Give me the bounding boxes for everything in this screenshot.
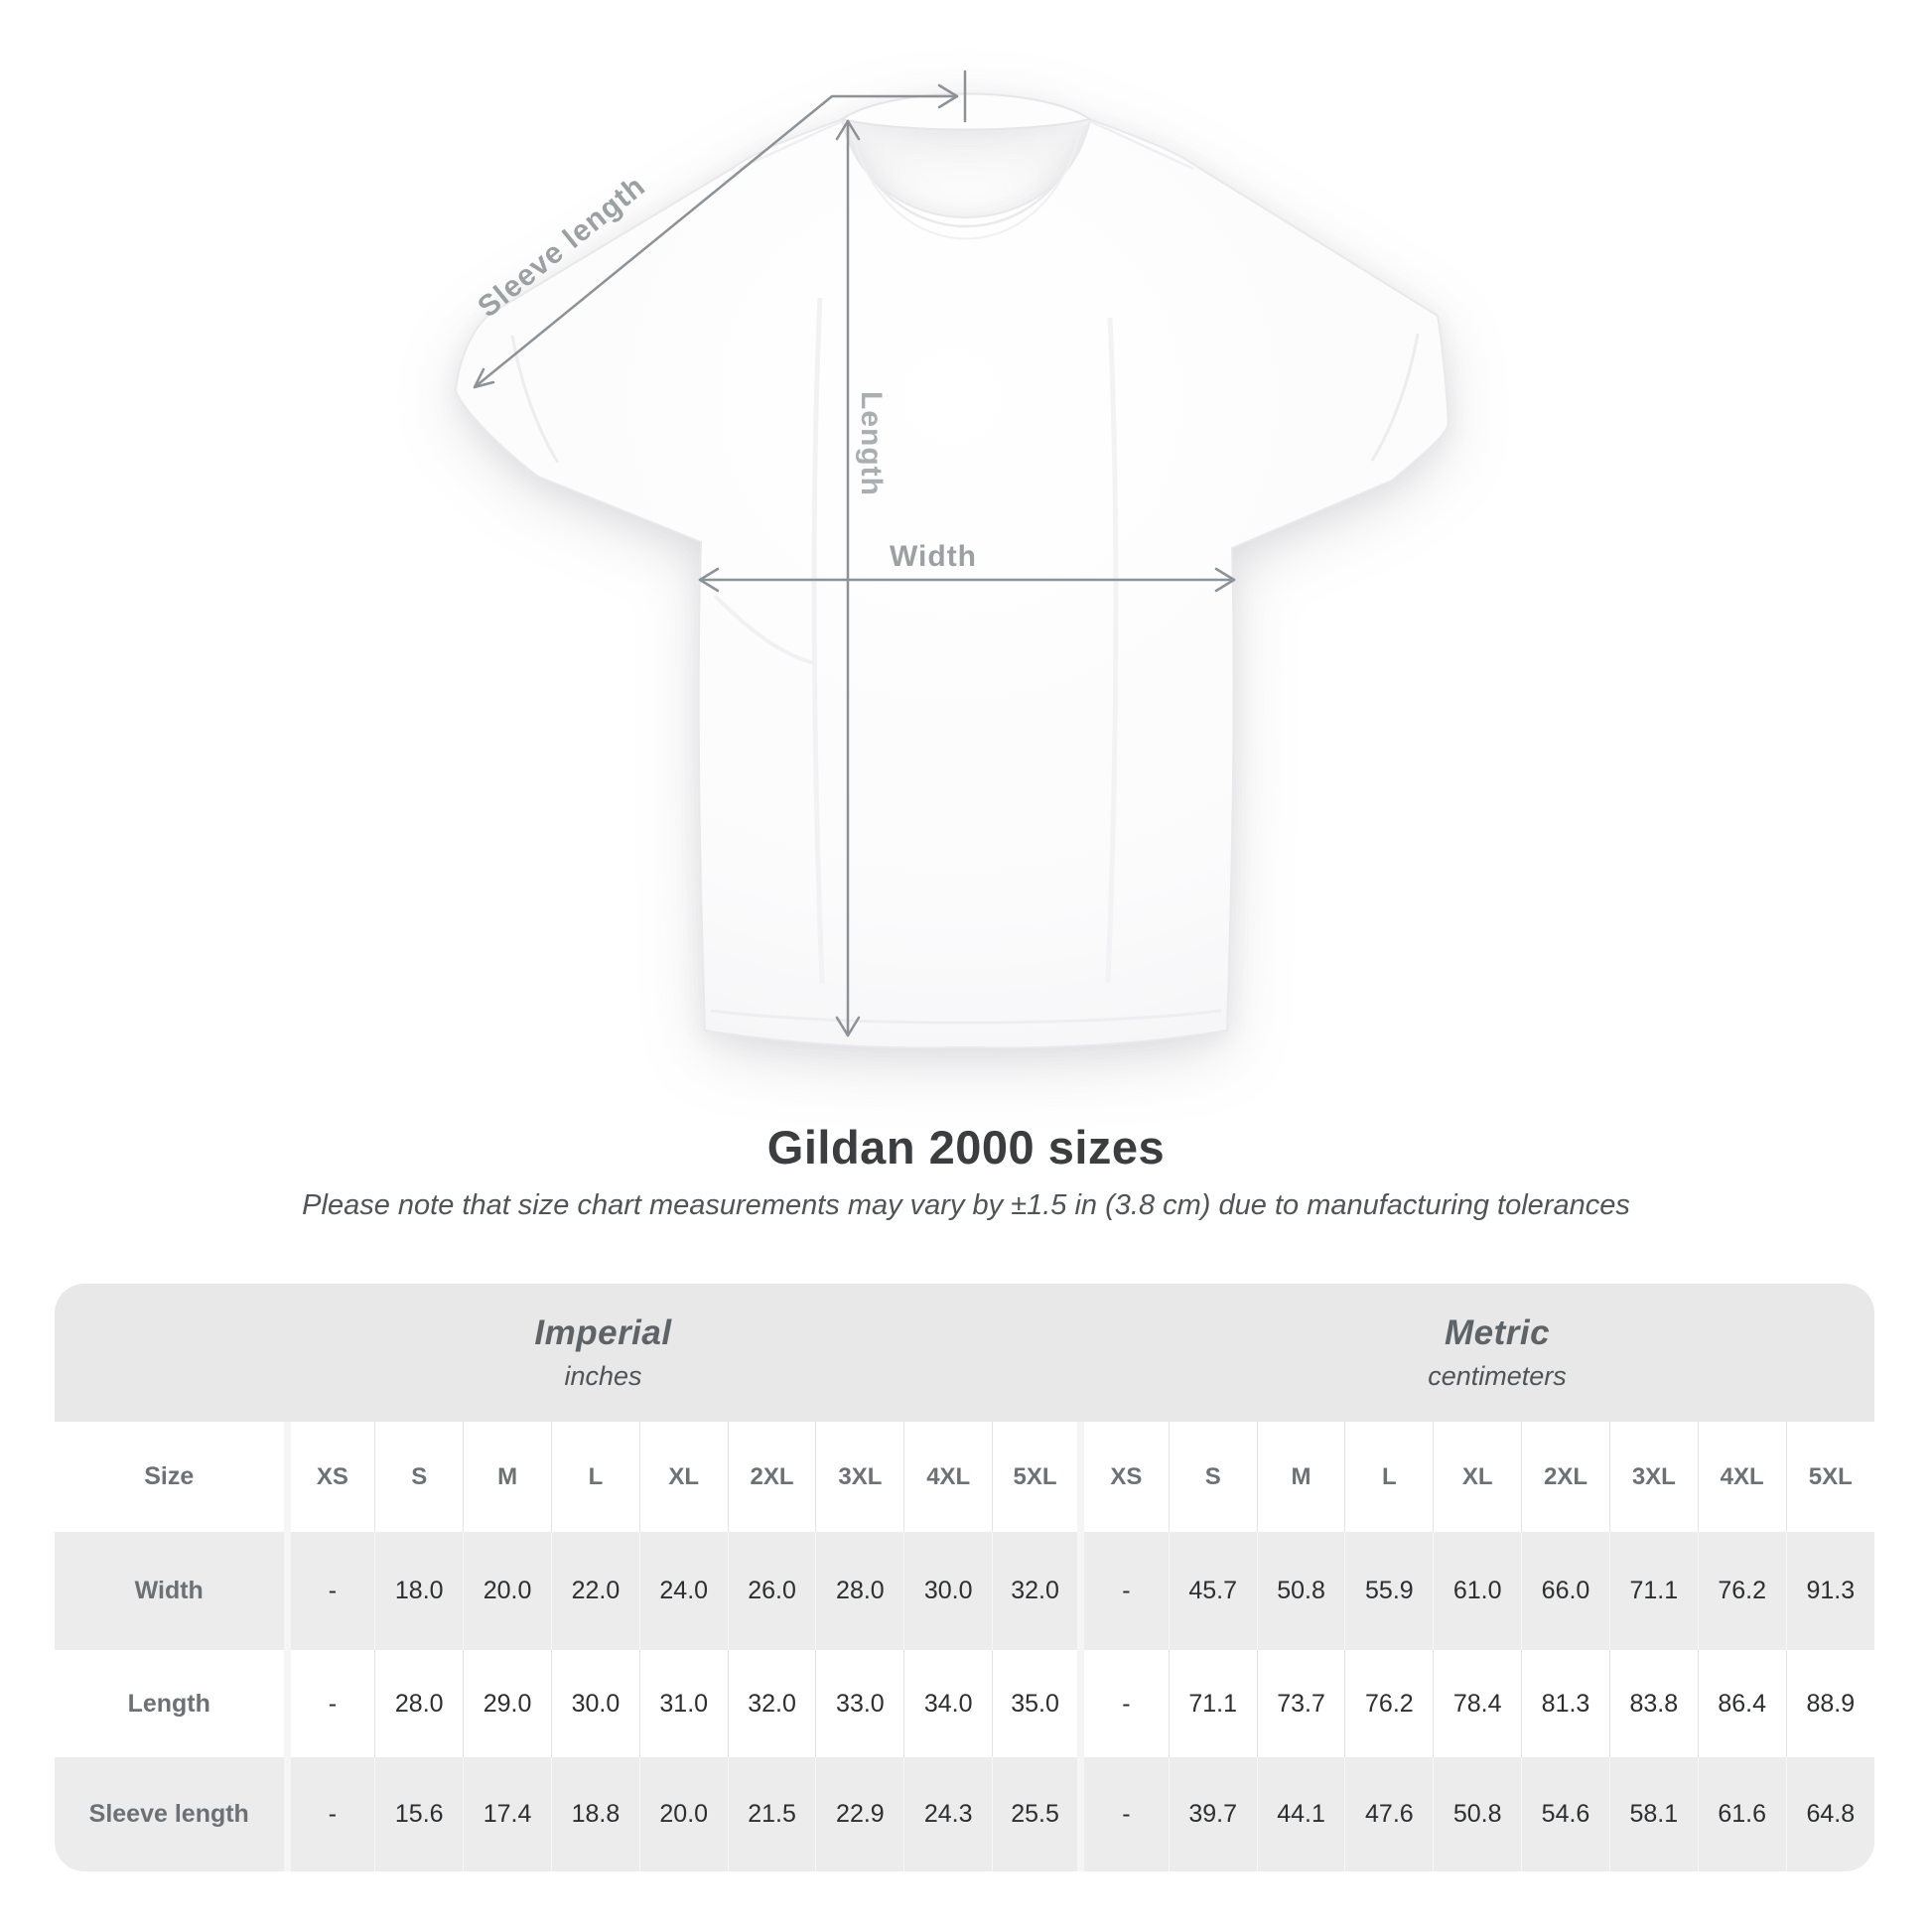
value-cell: 34.0 xyxy=(903,1650,993,1757)
value-cell: 15.6 xyxy=(374,1757,464,1871)
value-cell: 54.6 xyxy=(1521,1757,1610,1871)
value-cell: 18.0 xyxy=(374,1532,464,1650)
value-cell: 26.0 xyxy=(727,1532,816,1650)
value-cell: 50.8 xyxy=(1433,1757,1522,1871)
value-cell: 44.1 xyxy=(1256,1757,1345,1871)
size-header-imperial: 2XL xyxy=(727,1422,816,1532)
size-header-metric: 4XL xyxy=(1697,1422,1787,1532)
value-cell: 35.0 xyxy=(992,1650,1081,1757)
value-cell: 29.0 xyxy=(463,1650,552,1757)
value-cell: 18.8 xyxy=(550,1757,640,1871)
size-header-metric: 3XL xyxy=(1608,1422,1699,1532)
value-cell: 61.6 xyxy=(1697,1757,1787,1871)
row-label: Width xyxy=(134,1577,204,1604)
value-cell: 33.0 xyxy=(815,1650,904,1757)
imperial-label: Imperial xyxy=(534,1313,672,1352)
value-cell: 24.3 xyxy=(903,1757,993,1871)
value-cell: 64.8 xyxy=(1785,1757,1874,1871)
unit-header-band: Imperial inches Metric centimeters xyxy=(55,1284,1874,1422)
value-cell: 61.0 xyxy=(1433,1532,1522,1650)
size-header-imperial: 4XL xyxy=(903,1422,993,1532)
size-header-imperial: XS xyxy=(283,1422,375,1532)
value-cell: 21.5 xyxy=(727,1757,816,1871)
value-cell: 76.2 xyxy=(1344,1650,1434,1757)
imperial-header: Imperial inches xyxy=(55,1284,1080,1422)
value-cell: 24.0 xyxy=(638,1532,729,1650)
size-header-imperial: 5XL xyxy=(992,1422,1081,1532)
value-cell: 31.0 xyxy=(638,1650,729,1757)
size-header-metric: L xyxy=(1344,1422,1434,1532)
table-row-length: Length -28.0 29.0 30.0 31.0 32.0 33.0 34.0 35.0-… xyxy=(55,1650,1874,1757)
value-cell: - xyxy=(283,1650,375,1757)
value-cell: 22.9 xyxy=(815,1757,904,1871)
size-header-row: Size XS S M L XL 2XL 3XL 4XL 5XL XS S M L XL 2XL 3XL 4XL… xyxy=(55,1422,1874,1532)
size-header-imperial: XL xyxy=(638,1422,729,1532)
size-header-imperial: 3XL xyxy=(815,1422,904,1532)
size-table: Size XS S M L XL 2XL 3XL 4XL 5XL XS S M L XL 2XL 3XL 4XL… xyxy=(55,1422,1874,1871)
size-header-imperial: M xyxy=(463,1422,552,1532)
value-cell: - xyxy=(283,1532,375,1650)
value-cell: 71.1 xyxy=(1168,1650,1258,1757)
tshirt-diagram: Sleeve length Length Width xyxy=(454,69,1450,1049)
value-cell: 86.4 xyxy=(1697,1650,1787,1757)
table-row-width: Width -18.0 20.0 22.0 24.0 26.0 28.0 30.0 32.0-4… xyxy=(55,1532,1874,1650)
metric-sublabel: centimeters xyxy=(1428,1361,1567,1391)
size-header-metric: 5XL xyxy=(1785,1422,1874,1532)
size-table-card: Imperial inches Metric centimeters Size … xyxy=(55,1284,1874,1871)
row-label: Length xyxy=(127,1689,210,1718)
size-header-imperial: S xyxy=(374,1422,464,1532)
value-cell: 76.2 xyxy=(1697,1532,1787,1650)
value-cell: 20.0 xyxy=(463,1532,552,1650)
value-cell: 32.0 xyxy=(727,1650,816,1757)
page-subtitle: Please note that size chart measurements… xyxy=(302,1189,1630,1221)
value-cell: 28.0 xyxy=(374,1650,464,1757)
value-cell: 30.0 xyxy=(903,1532,993,1650)
value-cell: 91.3 xyxy=(1785,1532,1874,1650)
metric-label: Metric xyxy=(1444,1313,1551,1352)
value-cell: 47.6 xyxy=(1344,1757,1434,1871)
value-cell: 73.7 xyxy=(1256,1650,1345,1757)
length-dimension: Length xyxy=(835,119,888,1037)
value-cell: 81.3 xyxy=(1521,1650,1610,1757)
value-cell: 58.1 xyxy=(1608,1757,1699,1871)
size-column-header: Size xyxy=(144,1462,195,1490)
value-cell: 22.0 xyxy=(550,1532,640,1650)
width-label: Width xyxy=(890,540,977,573)
value-cell: 30.0 xyxy=(550,1650,640,1757)
value-cell: - xyxy=(1076,1757,1170,1871)
value-cell: 39.7 xyxy=(1168,1757,1258,1871)
size-header-metric: XL xyxy=(1433,1422,1522,1532)
value-cell: 66.0 xyxy=(1521,1532,1610,1650)
value-cell: - xyxy=(283,1757,375,1871)
value-cell: - xyxy=(1076,1532,1170,1650)
length-label: Length xyxy=(855,391,888,496)
tshirt-image xyxy=(454,92,1450,1049)
collar-stitch xyxy=(851,132,1081,240)
row-label: Sleeve length xyxy=(88,1800,249,1828)
imperial-sublabel: inches xyxy=(564,1361,642,1391)
value-cell: 45.7 xyxy=(1168,1532,1258,1650)
value-cell: 50.8 xyxy=(1256,1532,1345,1650)
value-cell: 78.4 xyxy=(1433,1650,1522,1757)
value-cell: 32.0 xyxy=(992,1532,1081,1650)
size-header-metric: XS xyxy=(1076,1422,1170,1532)
value-cell: 83.8 xyxy=(1608,1650,1699,1757)
value-cell: 88.9 xyxy=(1785,1650,1874,1757)
value-cell: 28.0 xyxy=(815,1532,904,1650)
metric-header: Metric centimeters xyxy=(1080,1284,1874,1422)
page-title: Gildan 2000 sizes xyxy=(766,1121,1166,1173)
width-dimension: Width xyxy=(698,540,1236,593)
table-row-sleeve-length: Sleeve length -15.6 17.4 18.8 20.0 21.5 22.9 24… xyxy=(55,1757,1874,1871)
value-cell: 25.5 xyxy=(992,1757,1081,1871)
size-header-metric: S xyxy=(1168,1422,1258,1532)
value-cell: 71.1 xyxy=(1608,1532,1699,1650)
value-cell: 55.9 xyxy=(1344,1532,1434,1650)
size-header-metric: M xyxy=(1256,1422,1345,1532)
value-cell: 20.0 xyxy=(638,1757,729,1871)
value-cell: - xyxy=(1076,1650,1170,1757)
size-header-metric: 2XL xyxy=(1521,1422,1610,1532)
value-cell: 17.4 xyxy=(463,1757,552,1871)
size-header-imperial: L xyxy=(550,1422,640,1532)
